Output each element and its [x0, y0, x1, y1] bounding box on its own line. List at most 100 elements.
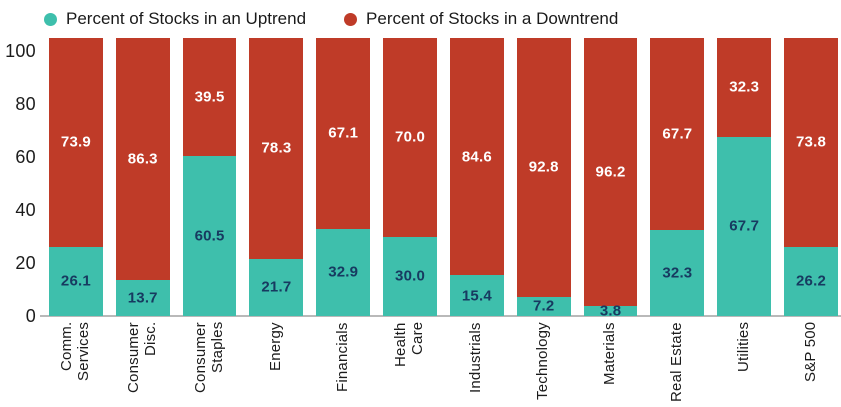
value-label-downtrend: 67.1 — [328, 124, 359, 142]
uptrend-swatch-icon — [44, 12, 57, 26]
bar-column: 78.3 21.7 — [249, 38, 304, 316]
bar-segment-uptrend: 32.3 — [650, 230, 705, 316]
bar-segment-uptrend: 13.7 — [115, 279, 170, 316]
bar-segment-uptrend: 26.2 — [784, 246, 838, 316]
value-label-uptrend: 7.2 — [532, 297, 555, 315]
bar-segment-downtrend: 73.9 — [49, 38, 103, 247]
x-tick-label: Comm. Services — [58, 322, 92, 382]
value-label-uptrend: 32.3 — [662, 264, 693, 282]
bar-column: 39.5 60.5 — [182, 38, 237, 316]
x-tick-label: Consumer Disc. — [124, 322, 159, 393]
x-tick-cell: Health Care — [383, 322, 437, 405]
value-label-downtrend: 92.8 — [528, 158, 559, 176]
x-tick-cell: Consumer Staples — [183, 322, 237, 405]
y-tick-label: 80 — [15, 94, 36, 115]
bar-segment-downtrend: 84.6 — [449, 38, 504, 276]
x-tick-cell: Industrials — [450, 322, 504, 405]
x-tick-label: Consumer Staples — [191, 322, 226, 393]
value-label-downtrend: 32.3 — [729, 78, 760, 96]
bar-segment-uptrend: 32.9 — [316, 228, 371, 316]
bar-segment-downtrend: 86.3 — [115, 38, 170, 280]
value-label-downtrend: 39.5 — [194, 88, 225, 106]
bar-column: 67.7 32.3 — [650, 38, 705, 316]
value-label-uptrend: 32.9 — [328, 263, 359, 281]
bar-segment-downtrend: 78.3 — [249, 38, 304, 259]
x-axis-labels: Comm. Services Consumer Disc. Consumer Sta… — [49, 322, 838, 405]
bar-segment-uptrend: 67.7 — [717, 136, 772, 316]
value-label-downtrend: 70.0 — [395, 128, 426, 146]
x-tick-label: Real Estate — [667, 322, 685, 402]
bar-segment-downtrend: 67.7 — [650, 38, 705, 231]
x-tick-cell: Materials — [584, 322, 638, 405]
bar-segment-downtrend: 39.5 — [182, 38, 237, 156]
bar-segment-downtrend: 73.8 — [784, 38, 838, 247]
bar-column: 92.8 7.2 — [516, 38, 571, 316]
x-tick-cell: Comm. Services — [49, 322, 103, 405]
value-label-uptrend: 21.7 — [261, 278, 292, 296]
value-label-downtrend: 96.2 — [595, 163, 626, 181]
bar-column: 32.3 67.7 — [717, 38, 772, 316]
y-tick-label: 20 — [15, 253, 36, 274]
x-tick-cell: Technology — [517, 322, 571, 405]
x-tick-label: Industrials — [467, 322, 485, 393]
value-label-uptrend: 15.4 — [461, 287, 492, 305]
x-tick-cell: Financials — [316, 322, 370, 405]
legend-label-uptrend: Percent of Stocks in an Uptrend — [66, 9, 307, 28]
value-label-downtrend: 84.6 — [461, 148, 492, 166]
x-tick-label: Utilities — [734, 322, 752, 373]
bar-segment-uptrend: 15.4 — [449, 275, 504, 316]
legend-item-uptrend: Percent of Stocks in an Uptrend — [44, 9, 306, 29]
y-tick-label: 0 — [25, 306, 36, 326]
bar-column: 73.9 26.1 — [49, 38, 103, 316]
bar-segment-uptrend: 3.8 — [583, 303, 638, 318]
x-tick-cell: S&P 500 — [784, 322, 838, 405]
bar-column: 67.1 32.9 — [316, 38, 371, 316]
bar-segment-uptrend: 26.1 — [49, 246, 103, 316]
x-tick-label: Health Care — [392, 322, 427, 367]
bar-segment-downtrend: 92.8 — [516, 38, 571, 297]
x-tick-cell: Utilities — [717, 322, 771, 405]
value-label-uptrend: 26.2 — [796, 272, 827, 290]
x-tick-cell: Energy — [249, 322, 303, 405]
bar-segment-downtrend: 67.1 — [316, 38, 371, 229]
value-label-uptrend: 26.1 — [60, 272, 91, 290]
value-label-downtrend: 73.9 — [60, 133, 91, 151]
legend: Percent of Stocks in an Uptrend Percent … — [44, 6, 618, 32]
value-label-downtrend: 67.7 — [662, 125, 693, 143]
bar-segment-uptrend: 30.0 — [383, 236, 437, 316]
x-tick-cell: Real Estate — [650, 322, 704, 405]
bar-segment-uptrend: 60.5 — [182, 155, 237, 316]
bar-column: 73.8 26.2 — [784, 38, 838, 316]
value-label-uptrend: 60.5 — [194, 227, 225, 245]
x-tick-label: Technology — [534, 322, 552, 400]
legend-item-downtrend: Percent of Stocks in a Downtrend — [344, 9, 618, 29]
bar-segment-uptrend: 21.7 — [249, 258, 304, 316]
x-tick-label: Energy — [267, 322, 284, 371]
x-tick-cell: Consumer Disc. — [116, 322, 170, 405]
bar-segment-downtrend: 70.0 — [383, 38, 437, 237]
value-label-uptrend: 13.7 — [127, 289, 158, 307]
x-tick-label: Financials — [333, 322, 351, 392]
bar-column: 86.3 13.7 — [115, 38, 170, 316]
y-tick-label: 100 — [5, 41, 36, 62]
plot-area: 73.9 26.1 86.3 13.7 39.5 60.5 78.3 21.7 67.1 32.9… — [49, 38, 838, 318]
value-label-uptrend: 30.0 — [395, 267, 426, 285]
downtrend-swatch-icon — [344, 12, 358, 26]
value-label-uptrend: 67.7 — [729, 217, 760, 235]
x-tick-label: S&P 500 — [801, 322, 819, 383]
value-label-downtrend: 78.3 — [261, 139, 292, 157]
bar-segment-downtrend: 96.2 — [583, 38, 638, 306]
bar-column: 70.0 30.0 — [383, 38, 437, 316]
value-label-downtrend: 86.3 — [127, 150, 158, 168]
legend-label-downtrend: Percent of Stocks in a Downtrend — [366, 9, 619, 28]
y-tick-label: 40 — [15, 200, 36, 221]
bar-column: 84.6 15.4 — [449, 38, 504, 316]
y-axis: 0 20 40 60 80 100 — [0, 38, 36, 325]
x-axis-line — [40, 315, 841, 317]
value-label-downtrend: 73.8 — [796, 133, 827, 151]
bar-segment-downtrend: 32.3 — [717, 38, 772, 137]
y-tick-label: 60 — [15, 147, 36, 168]
bar-segment-uptrend: 7.2 — [516, 296, 571, 316]
x-tick-label: Materials — [601, 322, 619, 385]
